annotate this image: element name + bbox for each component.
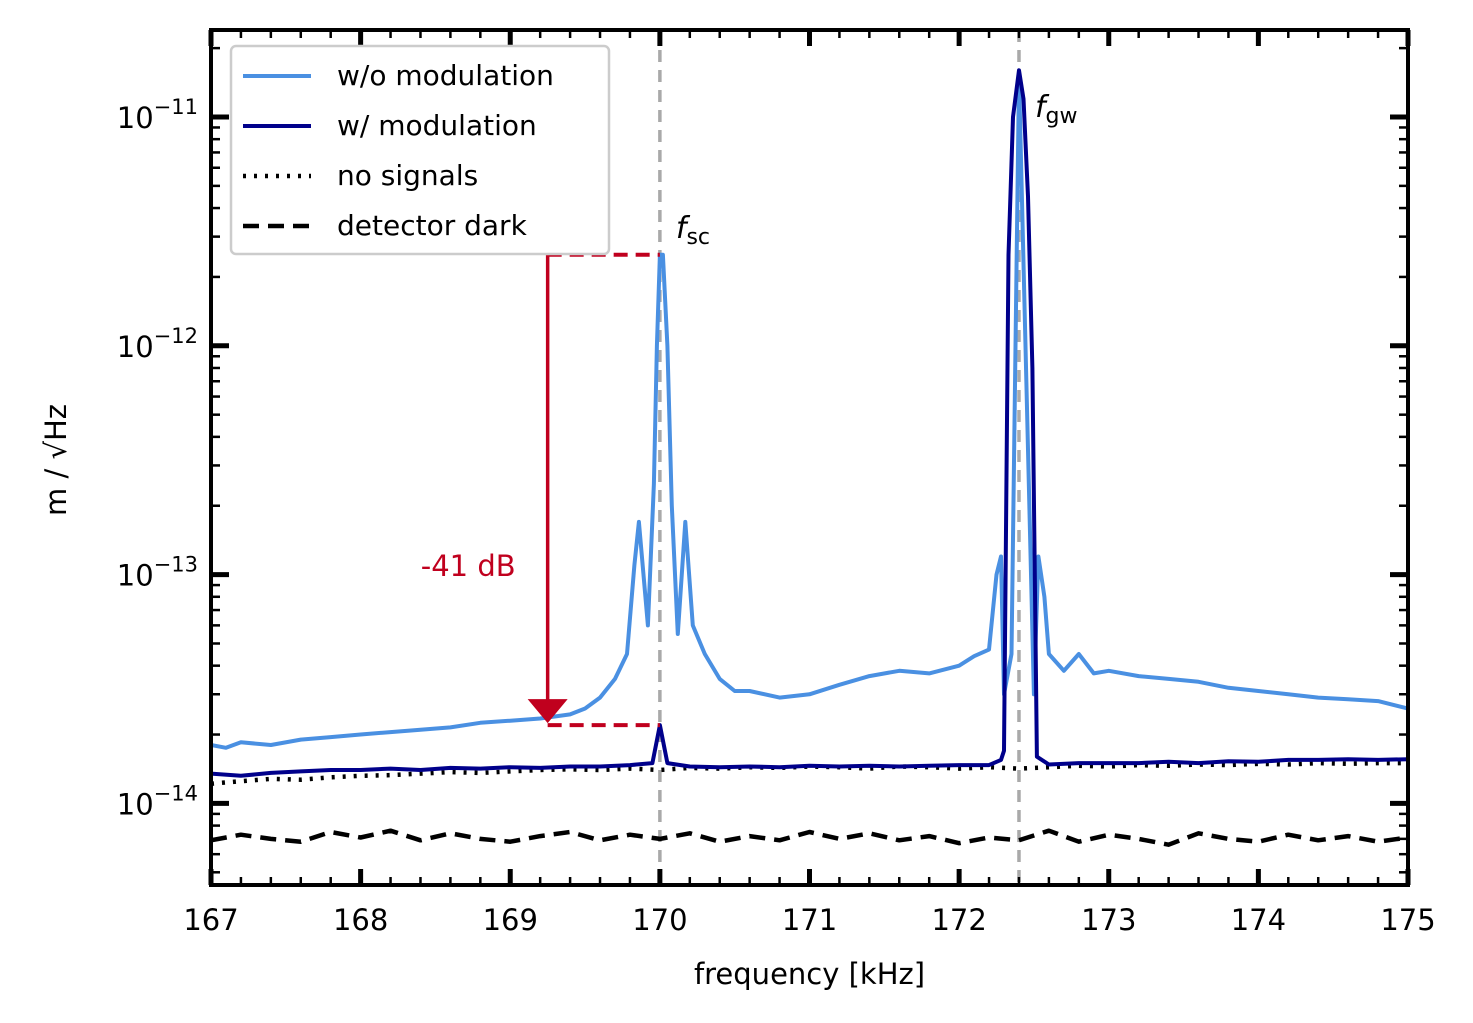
vline-label-sub: sc <box>686 225 710 250</box>
x-tick-label: 169 <box>483 903 538 937</box>
x-axis-label: frequency [kHz] <box>694 957 925 991</box>
y-tick-label-base: 10 <box>117 559 154 593</box>
y-tick-label-base: 10 <box>117 101 154 135</box>
legend-box <box>229 44 611 256</box>
y-tick-label: 10−12 <box>117 324 198 364</box>
legend: w/o modulation w/ modulation no signals det… <box>229 44 611 256</box>
x-tick-label: 173 <box>1081 903 1136 937</box>
y-tick-label-exp: −14 <box>154 781 198 805</box>
x-tick-label: 175 <box>1380 903 1435 937</box>
series-line-detector-dark <box>211 828 1408 847</box>
axis-tick-labels: 167 168 169 170 171 172 173 174 17510−1410−1310−… <box>117 95 1436 937</box>
y-tick-label-base: 10 <box>117 787 154 821</box>
legend-label-no-signals: no signals <box>337 159 478 192</box>
axis-ticks <box>208 30 1411 885</box>
legend-label-w-o-modulation: w/o modulation <box>337 59 554 92</box>
x-tick-label: 167 <box>183 903 238 937</box>
legend-label-w-modulation: w/ modulation <box>337 109 537 142</box>
x-tick-label: 171 <box>782 903 837 937</box>
y-tick-label: 10−13 <box>117 553 198 593</box>
annotation-arrow-head <box>527 699 568 724</box>
legend-label-detector-dark: detector dark <box>337 209 528 242</box>
y-tick-label: 10−11 <box>117 95 198 135</box>
x-tick-label: 168 <box>333 903 388 937</box>
x-tick-label: 170 <box>632 903 687 937</box>
series-line-w-modulation <box>211 68 1408 778</box>
y-axis-label: m / √Hz <box>39 404 73 516</box>
y-tick-label-exp: −12 <box>154 324 198 348</box>
annotation-label: -41 dB <box>421 549 516 583</box>
x-tick-label: 172 <box>931 903 986 937</box>
x-tick-label: 174 <box>1231 903 1286 937</box>
y-tick-label-exp: −11 <box>154 95 198 119</box>
y-tick-label: 10−14 <box>117 781 198 821</box>
y-tick-label-exp: −13 <box>154 553 198 577</box>
vline-label-sub: gw <box>1046 104 1078 129</box>
y-tick-label-base: 10 <box>117 330 154 364</box>
series-group <box>211 68 1408 847</box>
series-line-w-o-modulation <box>211 74 1408 750</box>
series-line-no-signals <box>211 760 1408 786</box>
